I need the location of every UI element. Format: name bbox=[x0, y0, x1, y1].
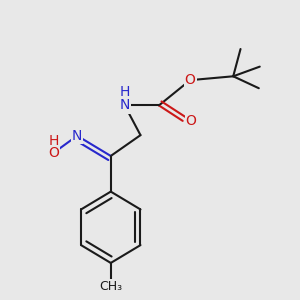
Text: N: N bbox=[119, 98, 130, 112]
Text: O: O bbox=[186, 114, 196, 128]
Text: N: N bbox=[72, 129, 83, 143]
Text: H: H bbox=[48, 134, 59, 148]
Text: O: O bbox=[185, 73, 196, 87]
Text: CH₃: CH₃ bbox=[99, 280, 122, 293]
Text: H: H bbox=[119, 85, 130, 100]
Text: O: O bbox=[48, 146, 59, 160]
